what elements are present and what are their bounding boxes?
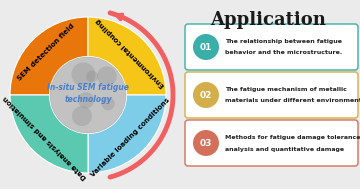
Text: Variable loading conditions: Variable loading conditions	[90, 97, 171, 178]
Text: The relationship between fatigue: The relationship between fatigue	[225, 40, 342, 44]
Text: 01: 01	[200, 43, 212, 51]
Circle shape	[85, 93, 101, 108]
Wedge shape	[10, 17, 88, 95]
Circle shape	[77, 75, 97, 95]
Circle shape	[67, 64, 86, 84]
Text: Methods for fatigue damage tolerance: Methods for fatigue damage tolerance	[225, 136, 360, 140]
Text: behavior and the microstructure.: behavior and the microstructure.	[225, 50, 342, 56]
FancyBboxPatch shape	[185, 24, 358, 70]
FancyBboxPatch shape	[185, 72, 358, 118]
Circle shape	[50, 57, 126, 133]
Text: 03: 03	[200, 139, 212, 147]
Wedge shape	[88, 17, 166, 95]
Text: SEM detection field: SEM detection field	[16, 23, 75, 82]
Circle shape	[193, 130, 219, 156]
Wedge shape	[88, 95, 166, 173]
Circle shape	[193, 34, 219, 60]
Text: The fatigue mechanism of metallic: The fatigue mechanism of metallic	[225, 88, 347, 92]
Text: Environmental coupling: Environmental coupling	[95, 17, 166, 88]
Circle shape	[84, 102, 107, 125]
Text: analysis and quantitative damage: analysis and quantitative damage	[225, 146, 344, 152]
Wedge shape	[10, 95, 88, 173]
Text: In-situ SEM fatigue: In-situ SEM fatigue	[47, 84, 129, 92]
Text: 02: 02	[200, 91, 212, 99]
Text: technology: technology	[64, 95, 112, 105]
Text: Application: Application	[210, 11, 326, 29]
Circle shape	[49, 56, 127, 134]
Circle shape	[193, 82, 219, 108]
Circle shape	[98, 72, 109, 83]
Text: Data analysis and simulation: Data analysis and simulation	[3, 95, 89, 180]
Circle shape	[98, 78, 121, 101]
FancyBboxPatch shape	[185, 120, 358, 166]
Text: materials under different environments: materials under different environments	[225, 98, 360, 104]
